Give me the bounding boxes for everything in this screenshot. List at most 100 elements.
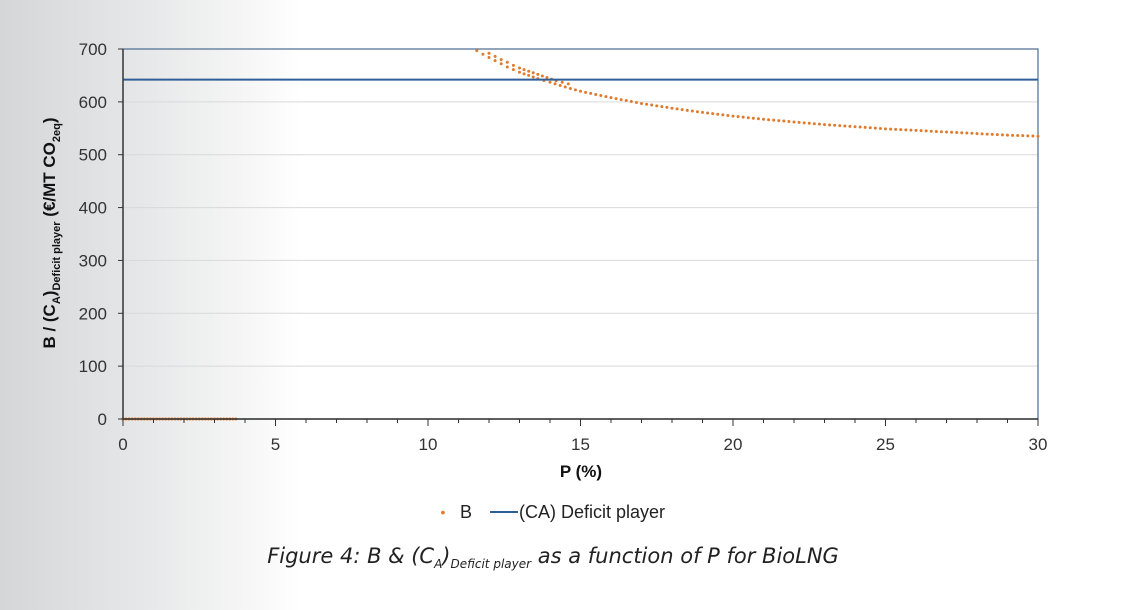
b-point-77	[680, 108, 684, 112]
b-point-152	[511, 63, 515, 67]
b-point-140	[1000, 133, 1004, 137]
b-point-100	[797, 120, 801, 124]
x-tick-label-30: 30	[1029, 435, 1048, 454]
b-point-149	[493, 54, 497, 58]
b-point-154	[522, 68, 526, 72]
b-point-84	[716, 112, 720, 116]
x-axis: 0 5 10 15 20 25 30	[118, 418, 1048, 454]
b-point-113	[863, 125, 867, 129]
b-point-143	[1016, 134, 1020, 138]
b-point-132	[960, 131, 964, 135]
b-point-104	[817, 122, 821, 126]
b-point-162	[560, 80, 564, 84]
b-point-121	[904, 128, 908, 132]
b-point-86	[726, 114, 730, 118]
y-tick-label-200: 200	[79, 304, 107, 323]
b-point-127	[934, 129, 938, 133]
b-point-70	[645, 102, 649, 106]
b-point-142	[1011, 133, 1015, 137]
b-point-89	[741, 115, 745, 119]
b-point-134	[970, 131, 974, 135]
legend-b-marker: •	[441, 504, 446, 520]
b-point-73	[660, 105, 664, 109]
b-point-118	[889, 127, 893, 131]
b-point-57	[579, 89, 582, 93]
b-point-91	[751, 116, 755, 120]
b-point-76	[675, 107, 679, 111]
x-axis-title: P (%)	[560, 462, 602, 481]
chart: 0 5 10 15 20 25 30 0 100 200 300 400 500 600 700 P (%…	[40, 40, 1048, 522]
b-point-114	[868, 126, 872, 130]
y-tick-label-500: 500	[79, 146, 107, 165]
b-point-122	[909, 128, 913, 132]
b-point-155	[527, 69, 531, 73]
x-tick-label-20: 20	[724, 435, 743, 454]
b-point-38	[475, 49, 479, 53]
b-point-103	[812, 122, 816, 126]
b-point-126	[929, 129, 933, 133]
b-point-94	[767, 118, 771, 122]
b-point-96	[777, 119, 781, 123]
b-point-119	[894, 127, 898, 131]
b-point-48	[531, 75, 535, 79]
b-point-98	[787, 120, 791, 124]
y-axis-title: B / (CA)Deficit player (€/MT CO2eq)	[40, 117, 63, 348]
y-tick-label-400: 400	[79, 199, 107, 218]
b-point-123	[914, 128, 918, 132]
b-point-51	[548, 80, 552, 84]
b-point-105	[823, 123, 826, 127]
y-tick-label-300: 300	[79, 251, 107, 270]
b-point-131	[955, 131, 959, 135]
b-point-43	[505, 65, 509, 69]
b-point-82	[706, 111, 710, 115]
b-point-97	[782, 119, 786, 123]
b-point-41	[493, 59, 497, 63]
b-point-144	[1021, 134, 1025, 138]
b-point-72	[655, 104, 659, 108]
b-point-71	[650, 103, 654, 107]
b-point-44	[511, 68, 515, 72]
b-point-145	[1026, 134, 1030, 138]
b-point-90	[746, 116, 750, 120]
b-point-148	[487, 51, 491, 55]
b-point-95	[772, 118, 776, 122]
b-point-93	[762, 117, 765, 121]
b-point-87	[731, 114, 735, 118]
b-point-68	[634, 100, 638, 104]
b-point-139	[995, 133, 999, 137]
b-point-59	[589, 91, 593, 95]
legend-ca-label: (CA) Deficit player	[519, 502, 665, 522]
b-point-63	[609, 96, 613, 100]
b-point-112	[858, 125, 862, 129]
series-b-points	[121, 49, 1040, 421]
b-point-129	[945, 130, 948, 134]
b-point-39	[481, 52, 485, 56]
b-point-40	[487, 55, 491, 59]
b-point-135	[975, 132, 979, 136]
b-point-125	[924, 129, 928, 133]
b-point-138	[990, 132, 994, 136]
legend-b-label: B	[460, 502, 472, 522]
y-tick-label-0: 0	[98, 410, 107, 429]
b-point-116	[878, 126, 882, 130]
grid-lines	[123, 48, 1038, 420]
b-point-80	[695, 110, 699, 114]
b-point-136	[980, 132, 984, 136]
b-point-78	[685, 108, 689, 112]
b-point-157	[536, 72, 540, 76]
b-point-88	[736, 115, 740, 119]
b-point-58	[584, 90, 588, 94]
b-point-101	[802, 121, 806, 125]
b-point-61	[599, 94, 603, 98]
b-point-106	[828, 123, 832, 127]
b-point-42	[499, 62, 503, 66]
b-point-133	[965, 131, 969, 135]
b-point-92	[756, 117, 760, 121]
b-point-156	[531, 71, 535, 75]
b-point-47	[527, 73, 531, 77]
b-point-153	[518, 66, 521, 70]
figure-caption: Figure 4: B & (CA)Deficit player as a fu…	[267, 544, 839, 572]
b-point-66	[624, 99, 628, 103]
y-tick-label-700: 700	[79, 40, 107, 59]
y-tick-label-600: 600	[79, 93, 107, 112]
